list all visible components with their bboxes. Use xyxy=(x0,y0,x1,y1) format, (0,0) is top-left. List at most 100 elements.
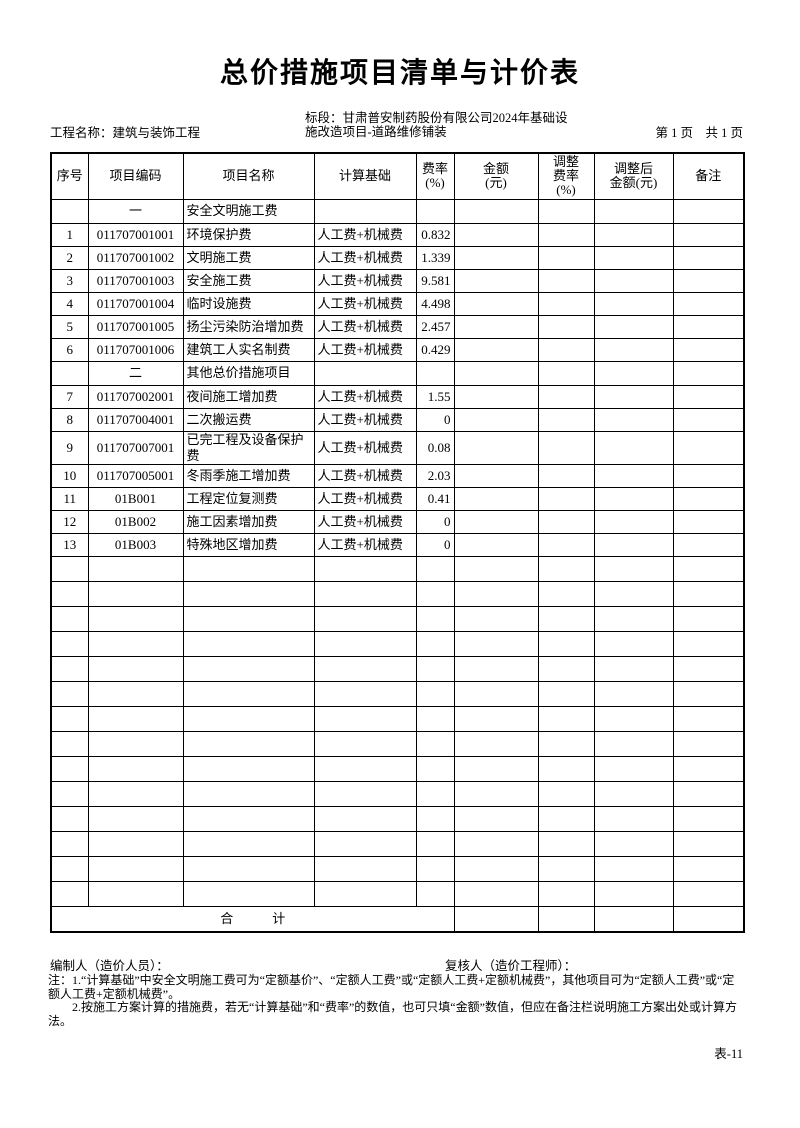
cell-empty xyxy=(453,605,539,632)
cell-rate: 1.55 xyxy=(415,384,455,409)
total-cell-remark xyxy=(672,905,745,933)
cell-rate: 0 xyxy=(415,407,455,432)
cell-empty xyxy=(593,730,674,757)
cell-adj_amount xyxy=(593,509,674,534)
preparer-signature-label: 编制人（造价人员）： xyxy=(50,959,169,973)
cell-name: 夜间施工增加费 xyxy=(182,384,315,409)
cell-amount xyxy=(453,407,539,432)
cell-basis: 人工费+机械费 xyxy=(313,245,417,270)
empty-row xyxy=(50,605,745,632)
cell-adj_amount xyxy=(593,268,674,293)
cell-empty xyxy=(453,730,539,757)
item-row: 9 011707007001 已完工程及设备保护费 人工费+机械费 0.08 xyxy=(50,430,745,465)
cell-adj_amount xyxy=(593,486,674,511)
cell-adj_amount xyxy=(593,198,674,224)
cell-basis: 人工费+机械费 xyxy=(313,314,417,339)
cell-empty xyxy=(87,655,184,682)
cell-empty xyxy=(672,705,745,732)
cell-adj_rate xyxy=(537,198,595,224)
cell-empty xyxy=(672,630,745,657)
empty-row xyxy=(50,805,745,832)
cell-basis: 人工费+机械费 xyxy=(313,532,417,557)
cell-seq xyxy=(50,198,89,224)
cell-amount xyxy=(453,532,539,557)
cell-code: 01B002 xyxy=(87,509,184,534)
cell-empty xyxy=(50,705,89,732)
cell-code: 011707004001 xyxy=(87,407,184,432)
cell-rate: 4.498 xyxy=(415,291,455,316)
cell-empty xyxy=(313,580,417,607)
cell-basis xyxy=(313,198,417,224)
empty-row xyxy=(50,730,745,757)
cell-empty xyxy=(50,805,89,832)
cell-empty xyxy=(593,805,674,832)
empty-row xyxy=(50,555,745,582)
cell-empty xyxy=(453,680,539,707)
cell-code: 011707001003 xyxy=(87,268,184,293)
cell-empty xyxy=(537,855,595,882)
cell-amount xyxy=(453,268,539,293)
cell-empty xyxy=(415,880,455,907)
cell-empty xyxy=(313,555,417,582)
cell-amount xyxy=(453,314,539,339)
cell-name: 扬尘污染防治增加费 xyxy=(182,314,315,339)
item-row: 1 011707001001 环境保护费 人工费+机械费 0.832 xyxy=(50,222,745,247)
cell-remark xyxy=(672,486,745,511)
cell-empty xyxy=(87,855,184,882)
cell-amount xyxy=(453,198,539,224)
cell-amount xyxy=(453,222,539,247)
cell-name: 文明施工费 xyxy=(182,245,315,270)
cell-seq: 11 xyxy=(50,486,89,511)
cell-code: 011707001005 xyxy=(87,314,184,339)
cell-empty xyxy=(313,780,417,807)
col-header-name: 项目名称 xyxy=(182,152,315,200)
cell-empty xyxy=(453,705,539,732)
empty-row xyxy=(50,780,745,807)
cell-empty xyxy=(415,805,455,832)
cell-empty xyxy=(593,655,674,682)
cell-name: 其他总价措施项目 xyxy=(182,360,315,386)
cell-empty xyxy=(50,830,89,857)
cell-empty xyxy=(672,580,745,607)
cell-empty xyxy=(537,705,595,732)
cell-seq: 4 xyxy=(50,291,89,316)
cell-empty xyxy=(313,705,417,732)
section-row: 二其他总价措施项目 xyxy=(50,360,745,386)
cell-empty xyxy=(182,855,315,882)
cell-remark xyxy=(672,198,745,224)
cell-basis: 人工费+机械费 xyxy=(313,291,417,316)
cell-name: 工程定位复测费 xyxy=(182,486,315,511)
cell-empty xyxy=(453,805,539,832)
cell-empty xyxy=(313,855,417,882)
cell-empty xyxy=(50,655,89,682)
cell-empty xyxy=(537,630,595,657)
cell-basis: 人工费+机械费 xyxy=(313,430,417,465)
cell-empty xyxy=(672,855,745,882)
cell-empty xyxy=(50,580,89,607)
cell-adj_rate xyxy=(537,532,595,557)
cell-code: 011707007001 xyxy=(87,430,184,465)
cell-empty xyxy=(672,555,745,582)
cell-empty xyxy=(415,680,455,707)
cell-amount xyxy=(453,360,539,386)
cell-empty xyxy=(87,755,184,782)
cell-seq xyxy=(50,360,89,386)
cell-rate: 0 xyxy=(415,509,455,534)
cell-basis: 人工费+机械费 xyxy=(313,486,417,511)
cell-adj_rate xyxy=(537,314,595,339)
cell-remark xyxy=(672,245,745,270)
cell-empty xyxy=(87,555,184,582)
section-row: 一安全文明施工费 xyxy=(50,198,745,224)
cell-empty xyxy=(313,830,417,857)
measure-table-body: 一安全文明施工费 1 011707001001 环境保护费 人工费+机械费 0.832 2 0… xyxy=(50,198,745,933)
cell-rate: 2.457 xyxy=(415,314,455,339)
cell-basis: 人工费+机械费 xyxy=(313,268,417,293)
cell-code: 011707001002 xyxy=(87,245,184,270)
cell-empty xyxy=(453,655,539,682)
item-row: 6 011707001006 建筑工人实名制费 人工费+机械费 0.429 xyxy=(50,337,745,362)
cell-adj_rate xyxy=(537,407,595,432)
cell-empty xyxy=(593,880,674,907)
item-row: 7 011707002001 夜间施工增加费 人工费+机械费 1.55 xyxy=(50,384,745,409)
cell-basis: 人工费+机械费 xyxy=(313,384,417,409)
cell-empty xyxy=(593,780,674,807)
